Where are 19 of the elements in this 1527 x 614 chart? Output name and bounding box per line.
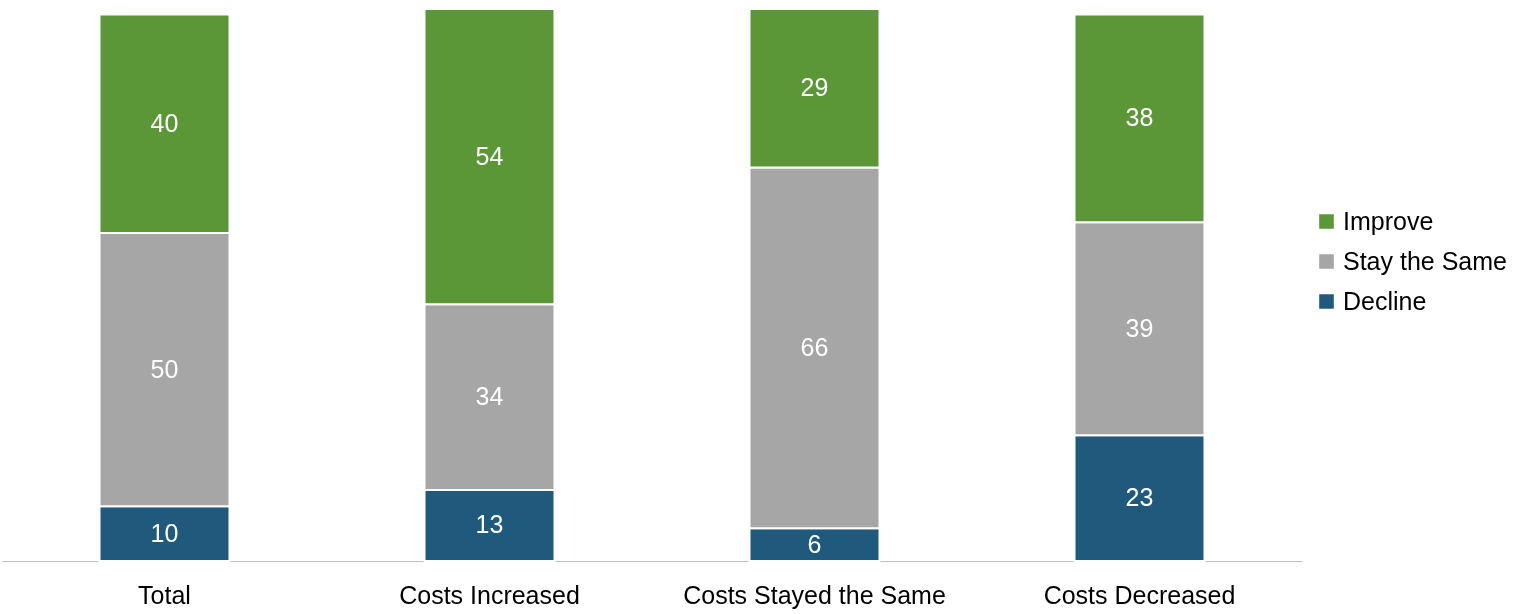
x-tick-label: Total bbox=[138, 580, 191, 609]
x-tick-label: Costs Stayed the Same bbox=[683, 580, 946, 609]
data-label: 10 bbox=[150, 518, 179, 547]
legend-label: Improve bbox=[1343, 206, 1434, 235]
data-label: 40 bbox=[150, 108, 179, 137]
legend-label: Decline bbox=[1343, 286, 1427, 315]
data-label: 38 bbox=[1125, 103, 1154, 132]
data-label: 66 bbox=[800, 332, 829, 361]
data-label: 39 bbox=[1125, 313, 1154, 342]
data-label: 23 bbox=[1125, 483, 1154, 512]
legend-label: Stay the Same bbox=[1343, 246, 1507, 275]
x-tick-label: Costs Increased bbox=[399, 580, 580, 609]
data-label: 34 bbox=[475, 382, 504, 411]
data-label: 13 bbox=[475, 510, 504, 539]
data-label: 29 bbox=[800, 73, 829, 102]
data-label: 50 bbox=[150, 354, 179, 383]
data-label: 54 bbox=[475, 141, 504, 170]
x-tick-label: Costs Decreased bbox=[1043, 580, 1236, 609]
data-label: 6 bbox=[807, 529, 822, 558]
